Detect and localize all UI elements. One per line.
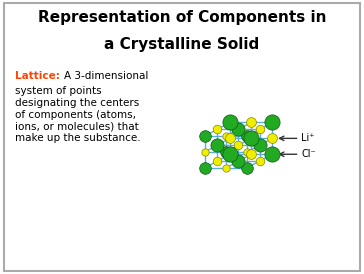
Point	[214, 159, 220, 163]
Text: a Crystalline Solid: a Crystalline Solid	[104, 37, 260, 52]
Point	[223, 166, 229, 170]
Text: A 3-dimensional: A 3-dimensional	[64, 71, 148, 81]
Point	[236, 143, 241, 147]
Point	[257, 143, 262, 147]
Point	[223, 134, 229, 138]
Point	[248, 136, 254, 141]
Text: Lattice:: Lattice:	[15, 71, 59, 81]
Point	[214, 127, 220, 132]
Point	[244, 134, 250, 138]
Point	[227, 136, 233, 141]
Text: Li⁺: Li⁺	[301, 133, 315, 143]
Point	[269, 152, 275, 156]
Point	[223, 150, 229, 154]
Point	[202, 134, 207, 138]
Point	[257, 159, 262, 163]
Point	[248, 120, 254, 125]
Point	[244, 166, 250, 170]
Point	[244, 150, 250, 154]
Point	[227, 152, 233, 156]
Point	[202, 150, 207, 154]
Point	[236, 159, 241, 163]
Point	[257, 127, 262, 132]
Text: system of points
designating the centers
of components (atoms,
ions, or molecule: system of points designating the centers…	[15, 86, 140, 143]
Point	[202, 166, 207, 170]
Text: Representation of Components in: Representation of Components in	[38, 10, 326, 25]
Text: Cl⁻: Cl⁻	[301, 149, 316, 159]
Point	[227, 120, 233, 125]
Point	[236, 127, 241, 132]
Point	[248, 152, 254, 156]
Point	[214, 143, 220, 147]
Point	[269, 136, 275, 141]
Point	[269, 120, 275, 125]
